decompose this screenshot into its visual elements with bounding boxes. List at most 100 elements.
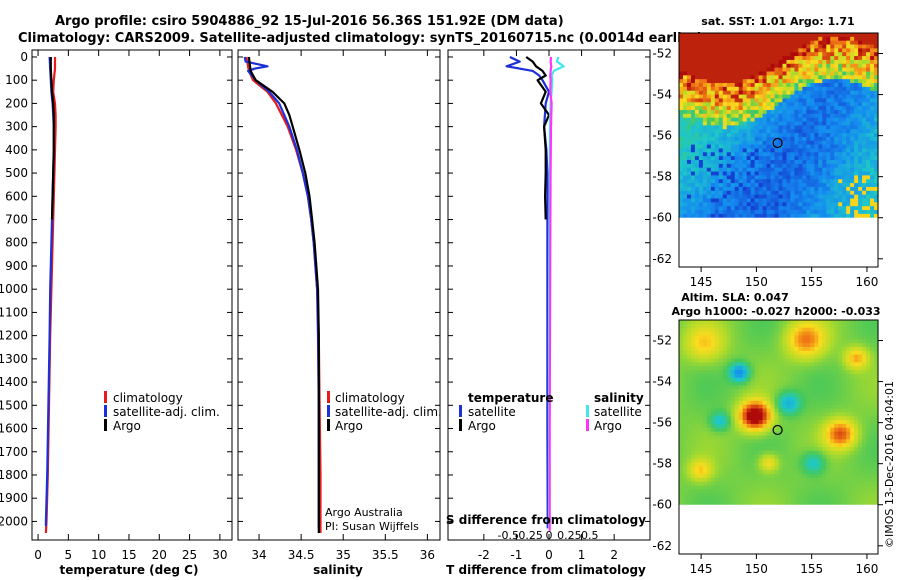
heatmap-cell [762, 331, 768, 336]
heatmap-cell [874, 373, 879, 379]
heatmap-cell [734, 373, 740, 379]
heatmap-cell [778, 194, 784, 200]
heatmap-cell [698, 210, 704, 215]
heatmap-cell [830, 129, 835, 134]
heatmap-cell [702, 171, 708, 176]
heatmap-cell [850, 121, 855, 126]
heatmap-cell [742, 102, 748, 107]
heatmap-cell [742, 477, 748, 483]
heatmap-cell [854, 408, 859, 413]
heatmap-cell [818, 393, 823, 398]
heatmap-cell [742, 473, 748, 479]
heatmap-cell [714, 144, 720, 150]
heatmap-cell [682, 102, 688, 107]
heatmap-cell [690, 59, 696, 65]
heatmap-cell [850, 175, 855, 180]
heatmap-cell [710, 48, 716, 53]
heatmap-cell [746, 493, 752, 498]
heatmap-cell [706, 33, 712, 38]
heatmap-cell [718, 454, 724, 460]
heatmap-cell [798, 163, 803, 169]
heatmap-cell [722, 202, 728, 207]
heatmap-cell [810, 481, 815, 487]
heatmap-cell [686, 404, 692, 410]
heatmap-cell [834, 33, 839, 38]
heatmap-cell [874, 33, 879, 38]
heatmap-cell [806, 129, 811, 134]
heatmap-cell [858, 404, 863, 410]
heatmap-cell [790, 323, 796, 329]
heatmap-cell [726, 346, 732, 352]
heatmap-cell [862, 33, 867, 38]
heatmap-cell [714, 408, 720, 413]
heatmap-cell [714, 56, 720, 61]
heatmap-cell [750, 404, 756, 410]
heatmap-cell [690, 327, 696, 333]
heatmap-cell [810, 167, 815, 173]
heatmap-cell [782, 458, 788, 463]
heatmap-cell [854, 86, 859, 92]
heatmap-cell [762, 477, 768, 483]
heatmap-cell [870, 389, 875, 394]
heatmap-cell [794, 125, 799, 130]
heatmap-cell [858, 206, 863, 211]
heatmap-cell [710, 470, 716, 475]
heatmap-cell [866, 117, 871, 123]
heatmap-cell [822, 133, 827, 138]
heatmap-cell [682, 129, 688, 134]
heatmap-cell [794, 373, 799, 379]
heatmap-cell [846, 33, 851, 38]
heatmap-cell [870, 350, 875, 356]
heatmap-cell [770, 67, 776, 73]
heatmap-cell [822, 331, 827, 336]
heatmap-cell [858, 83, 863, 88]
heatmap-cell [790, 339, 796, 344]
heatmap-cell [850, 385, 855, 390]
heatmap-cell [842, 202, 847, 207]
heatmap-cell [782, 366, 788, 371]
heatmap-cell [738, 136, 744, 142]
heatmap-cell [738, 117, 744, 123]
heatmap-cell [854, 125, 859, 130]
heatmap-cell [730, 393, 736, 398]
heatmap-cell [754, 358, 760, 363]
heatmap-cell [690, 121, 696, 126]
heatmap-cell [806, 83, 811, 88]
heatmap-cell [798, 194, 803, 200]
heatmap-cell [746, 327, 752, 333]
heatmap-cell [746, 136, 752, 142]
heatmap-cell [714, 186, 720, 192]
heatmap-cell [726, 470, 732, 475]
heatmap-cell [834, 416, 839, 421]
heatmap-cell [858, 454, 863, 460]
heatmap-cell [726, 63, 732, 69]
heatmap-cell [746, 94, 752, 100]
heatmap-cell [734, 109, 740, 115]
heatmap-cell [679, 48, 684, 53]
heatmap-cell [830, 381, 835, 387]
heatmap-cell [826, 75, 831, 80]
heatmap-cell [682, 156, 688, 161]
heatmap-cell [750, 335, 756, 340]
heatmap-cell [810, 152, 815, 157]
heatmap-cell [734, 416, 740, 421]
heatmap-cell [826, 412, 831, 417]
heatmap-cell [782, 454, 788, 460]
heatmap-cell [730, 377, 736, 383]
heatmap-cell [734, 485, 740, 490]
heatmap-cell [770, 489, 776, 494]
heatmap-cell [706, 370, 712, 375]
heatmap-cell [686, 202, 692, 207]
heatmap-cell [682, 171, 688, 176]
heatmap-cell [822, 198, 827, 203]
heatmap-cell [710, 117, 716, 123]
heatmap-cell [826, 439, 831, 444]
heatmap-cell [698, 493, 704, 498]
heatmap-cell [766, 439, 772, 444]
heatmap-cell [726, 213, 732, 219]
heatmap-cell [778, 90, 784, 96]
heatmap-cell [694, 202, 700, 207]
heatmap-cell [774, 439, 780, 444]
heatmap-cell [690, 44, 696, 49]
heatmap-cell [802, 186, 807, 192]
